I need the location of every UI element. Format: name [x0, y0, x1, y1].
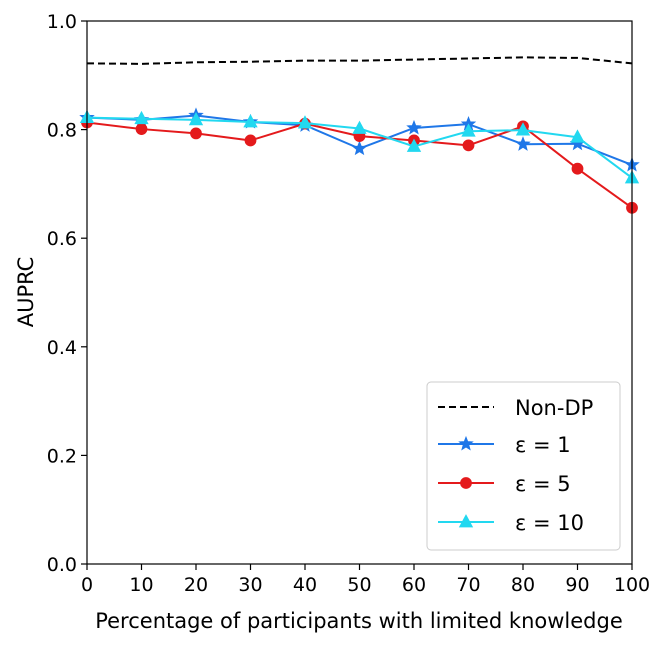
x-tick-label: 0	[81, 574, 93, 596]
data-point	[188, 111, 204, 126]
data-point	[570, 129, 585, 143]
legend-item: ε = 5	[438, 472, 571, 496]
legend-box	[426, 381, 621, 551]
legend: Non-DP ε = 1 ε = 5 ε = 10	[426, 381, 621, 551]
y-tick-label: 1.0	[47, 11, 77, 33]
legend-marker	[458, 514, 474, 528]
data-point	[406, 119, 422, 135]
data-point	[351, 140, 368, 156]
data-point	[134, 110, 149, 125]
data-point	[297, 115, 313, 129]
y-axis-title: AUPRC	[14, 257, 38, 328]
x-tick-label: 20	[184, 574, 208, 596]
data-point	[244, 134, 257, 147]
series-0	[86, 56, 633, 65]
data-point	[243, 114, 258, 128]
y-tick-label: 0.2	[47, 445, 77, 467]
legend-label: ε = 1	[515, 433, 571, 457]
legend-marker	[460, 477, 472, 489]
legend-item: ε = 1	[438, 433, 571, 457]
x-tick-label: 30	[238, 574, 262, 596]
x-tick-label: 90	[565, 574, 589, 596]
legend-label: ε = 10	[515, 511, 584, 535]
x-tick-label: 10	[129, 574, 153, 596]
y-tick-label: 0.6	[47, 228, 77, 250]
series-line	[86, 56, 633, 65]
legend-item: Non-DP	[438, 396, 593, 420]
ticks-layer: 0 10 20 30 40 50 60 70 80 90 100 0.0 0.2 0.4 0.6 0.8 1.0	[47, 11, 650, 596]
data-point	[135, 123, 148, 135]
y-tick-label: 0.8	[47, 120, 77, 142]
x-tick-label: 50	[347, 574, 371, 596]
y-tick-label: 0.4	[47, 337, 77, 359]
data-point	[190, 127, 202, 140]
legend-label: ε = 5	[515, 472, 571, 496]
y-tick-label: 0.0	[47, 554, 77, 576]
legend-item: ε = 10	[438, 511, 584, 535]
data-point	[352, 120, 367, 134]
x-tick-label: 70	[456, 574, 480, 596]
data-point	[571, 162, 584, 175]
x-tick-label: 100	[614, 574, 650, 596]
x-tick-label: 80	[511, 574, 535, 596]
data-point	[515, 122, 531, 136]
data-point	[461, 123, 476, 137]
legend-label: Non-DP	[515, 396, 593, 420]
x-tick-label: 60	[402, 574, 426, 596]
x-axis-title: Percentage of participants with limited …	[95, 609, 623, 633]
x-tick-label: 40	[293, 574, 317, 596]
data-point	[462, 139, 475, 152]
data-point	[515, 136, 531, 151]
data-point	[406, 138, 422, 152]
legend-marker	[458, 435, 474, 451]
